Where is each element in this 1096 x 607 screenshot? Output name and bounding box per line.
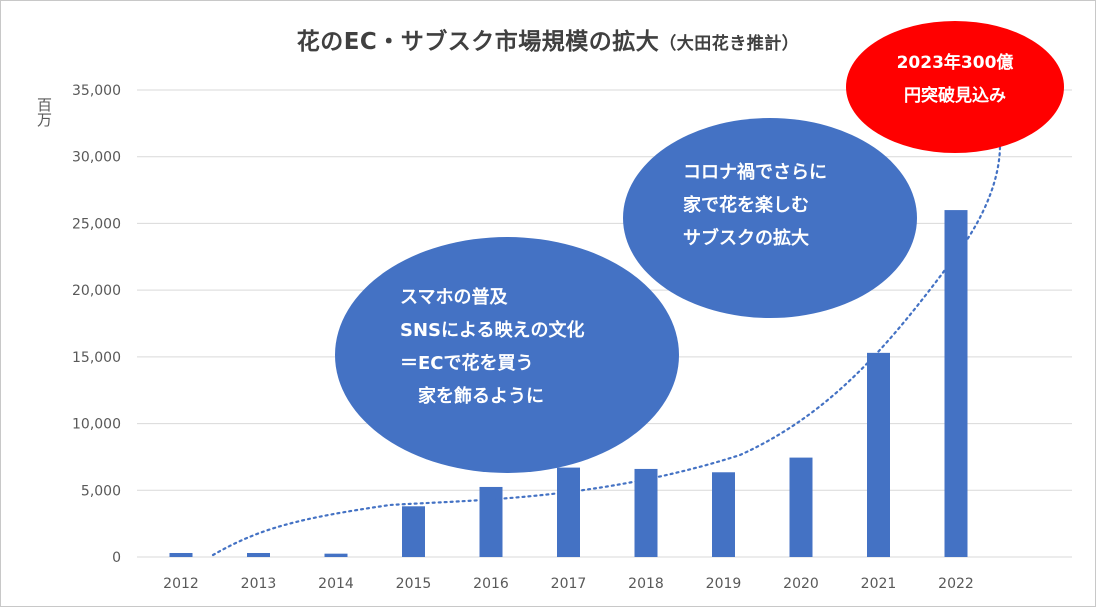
x-tick-label: 2015 (396, 576, 432, 592)
callout-bubble-covid (623, 118, 917, 318)
y-tick-label: 25,000 (72, 216, 121, 232)
x-tick-label: 2017 (551, 576, 587, 592)
callout-2023-lines: 2023年300億 円突破見込み (846, 47, 1064, 113)
y-tick-label: 30,000 (72, 150, 121, 166)
callout-bubble-smartphone (335, 237, 679, 473)
x-tick-label: 2019 (706, 576, 742, 592)
callout-line: スマホの普及 (400, 287, 508, 308)
callout-text-smartphone: スマホの普及 SNSによる映えの文化 ＝ECで花を買う 家を飾るように (400, 281, 584, 413)
bar-2014 (324, 553, 348, 557)
callout-bubble-2023 (846, 21, 1064, 153)
x-tick-label: 2022 (938, 576, 974, 592)
y-tick-label: 15,000 (72, 350, 121, 366)
y-tick-label: 20,000 (72, 283, 121, 299)
bar-2021 (867, 352, 890, 557)
y-tick-label: 10,000 (72, 417, 121, 433)
x-tick-label: 2013 (241, 576, 277, 592)
callout-line: 円突破見込み (904, 86, 1006, 106)
bar-2019 (712, 472, 735, 557)
x-tick-label: 2014 (318, 576, 354, 592)
callout-line: ＝ECで花を買う (400, 353, 534, 374)
x-tick-label: 2021 (861, 576, 897, 592)
chart-subtitle: （大田花き推計） (659, 34, 800, 54)
callout-line: SNSによる映えの文化 (400, 320, 585, 341)
y-tick-label: 5,000 (81, 483, 121, 499)
bar-2017 (557, 467, 580, 557)
callout-line: 家で花を楽しむ (683, 195, 809, 216)
bar-2018 (634, 468, 658, 557)
bars (169, 210, 968, 558)
bar-2016 (479, 486, 503, 557)
x-tick-label: 2020 (783, 576, 819, 592)
y-tick-label: 0 (112, 550, 121, 566)
y-axis-unit-label: 百万 (35, 97, 53, 127)
callout-line: 2023年300億 (896, 53, 1014, 73)
bar-2013 (247, 552, 270, 557)
chart-title-main: 花のEC・サブスク市場規模の拡大 (296, 29, 660, 55)
callout-line: コロナ禍でさらに (683, 162, 827, 183)
callout-line: サブスクの拡大 (683, 228, 809, 249)
x-tick-label: 2016 (473, 576, 509, 592)
bar-2020 (789, 457, 813, 557)
callout-text-covid: コロナ禍でさらに 家で花を楽しむ サブスクの拡大 (683, 156, 827, 255)
bar-2015 (402, 506, 425, 557)
x-tick-label: 2018 (628, 576, 664, 592)
trend-line (211, 143, 1002, 557)
x-tick-labels: 2012 2013 2014 2015 2016 2017 2018 2019 2020 2021… (163, 576, 974, 592)
callout-text-2023: 2023年300億 円突破見込み (846, 0, 1064, 150)
y-tick-label: 35,000 (72, 83, 121, 99)
chart-title: 花のEC・サブスク市場規模の拡大（大田花き推計） (0, 22, 1096, 56)
callout-line: 家を飾るように (400, 386, 544, 407)
bar-2022 (944, 210, 968, 558)
x-tick-label: 2012 (163, 576, 199, 592)
y-tick-labels: 0 5,000 10,000 15,000 20,000 25,000 30,000 35,0… (72, 83, 121, 566)
bar-2012 (169, 552, 193, 557)
